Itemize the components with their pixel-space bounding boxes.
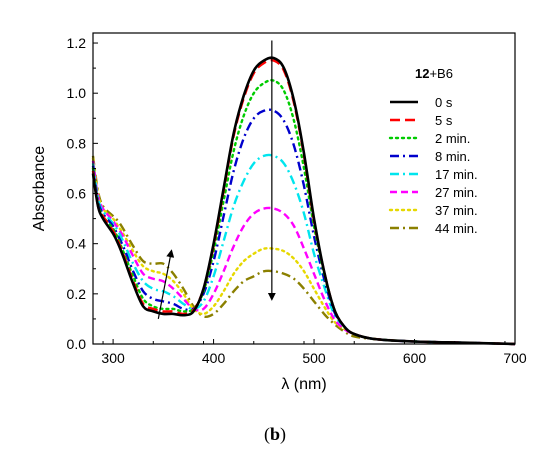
series-line (91, 160, 516, 346)
x-tick-label: 600 (403, 350, 427, 366)
y-tick-label: 1.0 (67, 85, 87, 101)
series-line (91, 155, 516, 346)
y-tick-label: 0.6 (67, 186, 87, 202)
x-tick-label: 400 (202, 350, 226, 366)
legend-label: 8 min. (435, 149, 470, 164)
legend-label: 17 min. (435, 167, 478, 182)
y-tick-label: 0.0 (67, 336, 87, 352)
sample-label: 12+B6 (415, 66, 453, 81)
legend-label: 37 min. (435, 203, 478, 218)
sample-label-bold: 12 (415, 66, 429, 81)
y-tick-label: 1.2 (67, 35, 87, 51)
legend-label: 27 min. (435, 185, 478, 200)
series-line (91, 56, 516, 346)
caption-close: ) (280, 424, 286, 445)
sample-label-rest: +B6 (429, 66, 453, 81)
x-axis-title: λ (nm) (281, 376, 326, 393)
y-tick-label: 0.2 (67, 286, 87, 302)
series-line (91, 108, 516, 346)
y-tick-label: 0.8 (67, 135, 87, 151)
x-tick-label: 300 (101, 350, 125, 366)
annotations (157, 40, 276, 320)
x-tick-label: 700 (503, 350, 527, 366)
legend-label: 2 min. (435, 131, 470, 146)
y-tick-label: 0.4 (67, 236, 87, 252)
x-tick-label: 500 (302, 350, 326, 366)
y-axis: 0.0 0.2 0.4 0.6 0.8 1.0 1.2 (67, 35, 98, 352)
caption-open: ( (264, 424, 270, 445)
legend: 0 s 5 s 2 min. 8 min. 17 min. 27 min. 37 min. 4… (388, 95, 478, 236)
legend-label: 0 s (435, 95, 453, 110)
legend-label: 5 s (435, 113, 453, 128)
caption-bold: b (270, 424, 280, 444)
figure-caption: (b) (264, 424, 286, 445)
x-axis: 300 400 500 600 700 (101, 339, 527, 366)
y-axis-title: Absorbance (31, 146, 48, 231)
trend-arrow-up (157, 249, 175, 320)
legend-label: 44 min. (435, 221, 478, 236)
series-group (91, 56, 517, 346)
